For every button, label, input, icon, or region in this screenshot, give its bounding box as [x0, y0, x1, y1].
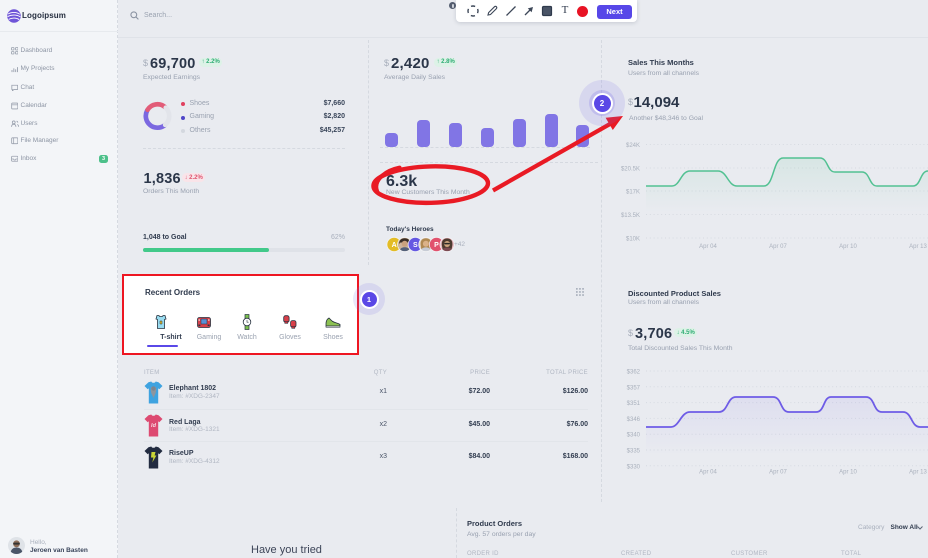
svg-text:$351: $351 — [627, 401, 641, 407]
svg-text:$335: $335 — [627, 449, 641, 455]
svg-text:S: S — [413, 242, 418, 249]
svg-text:Apr 07: Apr 07 — [769, 470, 787, 476]
svg-text:P: P — [434, 242, 439, 249]
svg-text:$17K: $17K — [626, 190, 640, 196]
svg-text:Apr 13: Apr 13 — [909, 470, 927, 476]
svg-text:Apr 04: Apr 04 — [699, 244, 717, 250]
svg-text:Apr 07: Apr 07 — [769, 244, 787, 250]
svg-text:$346: $346 — [627, 417, 641, 423]
svg-text:Apr 13: Apr 13 — [909, 244, 927, 250]
svg-text:$357: $357 — [627, 385, 641, 391]
svg-text:Apr 10: Apr 10 — [839, 244, 857, 250]
svg-text:Apr 04: Apr 04 — [699, 470, 717, 476]
svg-text:$10K: $10K — [626, 237, 640, 243]
svg-text:A: A — [392, 242, 397, 249]
svg-text:$24K: $24K — [626, 143, 640, 149]
svg-text:$13.5K: $13.5K — [621, 213, 640, 219]
svg-text:ld: ld — [151, 423, 157, 429]
svg-text:Apr 10: Apr 10 — [839, 470, 857, 476]
svg-text:$330: $330 — [627, 464, 641, 470]
svg-text:$20.5K: $20.5K — [621, 167, 640, 173]
svg-text:$340: $340 — [627, 433, 641, 439]
svg-text:$362: $362 — [627, 370, 641, 376]
